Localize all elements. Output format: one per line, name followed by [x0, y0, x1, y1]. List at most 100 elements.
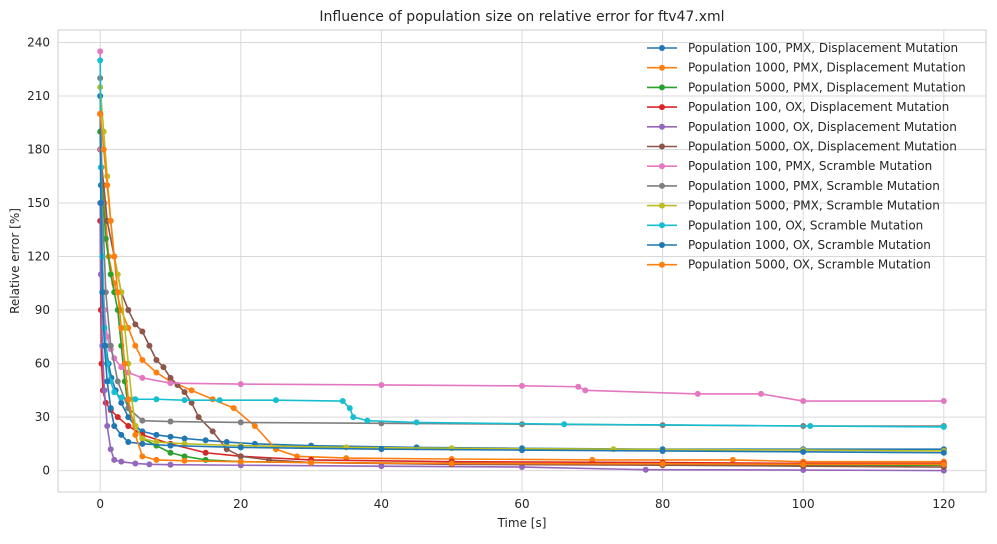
data-point [167, 380, 174, 387]
legend-swatch-marker [659, 202, 665, 209]
data-point [107, 405, 114, 412]
data-point [181, 435, 188, 442]
data-point [659, 460, 666, 467]
data-point [659, 447, 666, 454]
y-tick-label: 0 [42, 464, 50, 478]
data-point [519, 464, 525, 471]
legend-swatch-marker [659, 84, 665, 91]
data-point [97, 110, 104, 117]
tick-labels: 0 20 40 60 80 100 120 0 30 60 90 120 150 180 210 240 [27, 35, 955, 511]
series-12 [97, 110, 947, 468]
x-tick-label: 40 [374, 497, 389, 511]
data-point [97, 200, 104, 207]
data-point [111, 253, 118, 260]
data-point [139, 435, 146, 442]
series-5 [97, 200, 947, 474]
data-point [378, 381, 385, 388]
data-point [251, 423, 258, 429]
x-tick-label: 20 [233, 497, 248, 511]
legend-swatch-marker [659, 123, 665, 130]
y-tick-label: 150 [27, 196, 50, 210]
legend-swatch-marker [659, 45, 665, 51]
legend-swatch-marker [659, 182, 665, 189]
y-axis-label: Relative error [%] [8, 208, 22, 314]
legend-label: Population 100, OX, Displacement Mutatio… [688, 100, 949, 114]
data-point [104, 182, 111, 189]
legend-entry: Population 1000, OX, Scramble Mutation [647, 238, 931, 252]
data-point [111, 423, 118, 429]
legend-label: Population 1000, OX, Scramble Mutation [688, 238, 931, 252]
data-point [237, 381, 244, 388]
data-point [107, 217, 114, 224]
legend-label: Population 1000, PMX, Scramble Mutation [688, 179, 940, 193]
data-point [378, 446, 385, 453]
legend-label: Population 100, PMX, Scramble Mutation [688, 159, 932, 173]
data-point [107, 271, 114, 278]
data-point [807, 423, 814, 429]
data-point [125, 414, 132, 421]
data-point [101, 387, 108, 394]
y-tick-label: 90 [35, 303, 50, 317]
x-tick-label: 100 [792, 497, 815, 511]
y-tick-label: 30 [35, 410, 50, 424]
legend-swatch-marker [659, 222, 665, 229]
data-point [188, 399, 195, 406]
data-point [729, 456, 736, 463]
data-point [167, 418, 174, 425]
data-point [519, 382, 525, 389]
data-point [202, 449, 209, 456]
data-point [139, 374, 146, 381]
data-point [940, 449, 947, 456]
legend-entry: Population 1000, PMX, Scramble Mutation [647, 179, 940, 193]
data-point [167, 442, 174, 449]
data-point [694, 390, 701, 397]
legend-label: Population 5000, PMX, Displacement Mutat… [688, 80, 966, 94]
data-point [121, 360, 128, 367]
data-point [104, 423, 111, 429]
y-tick-label: 210 [27, 89, 50, 103]
data-point [230, 405, 237, 412]
data-point [181, 457, 188, 464]
legend: Population 100, PMX, Displacement Mutati… [647, 41, 966, 272]
data-point [132, 321, 139, 328]
grid [58, 30, 986, 492]
data-point [167, 449, 174, 456]
y-tick-label: 120 [27, 250, 50, 264]
data-point [181, 453, 188, 460]
data-point [153, 369, 160, 376]
data-point [413, 419, 420, 426]
data-point [575, 383, 582, 390]
legend-entry: Population 100, PMX, Scramble Mutation [647, 159, 932, 173]
legend-entry: Population 100, OX, Displacement Mutatio… [647, 100, 949, 114]
data-point [237, 458, 244, 465]
legend-swatch-marker [659, 104, 665, 111]
data-point [195, 414, 202, 421]
legend-entry: Population 5000, OX, Displacement Mutati… [647, 140, 957, 154]
data-point [139, 357, 146, 363]
data-point [125, 307, 132, 314]
data-point [146, 461, 153, 468]
legend-entry: Population 100, OX, Scramble Mutation [647, 218, 923, 232]
data-point [167, 374, 174, 381]
x-tick-label: 0 [96, 497, 104, 511]
legend-label: Population 5000, OX, Displacement Mutati… [688, 140, 957, 154]
data-point [118, 399, 125, 406]
data-point [153, 396, 160, 403]
data-point [364, 417, 371, 424]
data-point [209, 396, 216, 403]
data-point [100, 146, 107, 153]
data-point [589, 456, 596, 463]
data-point [97, 57, 104, 64]
series-layer [97, 48, 947, 474]
data-point [118, 394, 125, 401]
data-point [181, 389, 188, 396]
data-point [350, 414, 357, 421]
data-point [139, 440, 146, 447]
data-point [132, 431, 139, 438]
data-point [582, 387, 589, 394]
x-tick-label: 60 [514, 497, 529, 511]
data-point [237, 444, 244, 451]
legend-entry: Population 1000, PMX, Displacement Mutat… [647, 61, 966, 75]
data-point [448, 460, 455, 467]
